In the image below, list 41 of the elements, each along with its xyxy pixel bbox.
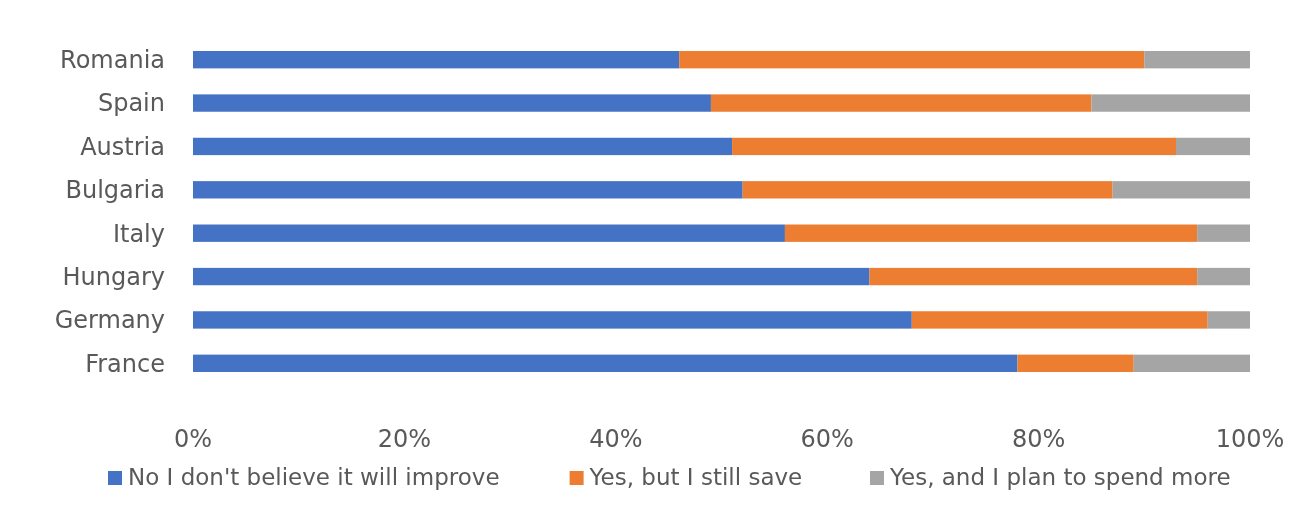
bar bbox=[193, 51, 680, 69]
x-tick-label: 100% bbox=[1215, 425, 1285, 453]
bar bbox=[1091, 94, 1250, 112]
legend-label: Yes, and I plan to spend more bbox=[889, 464, 1231, 490]
bar bbox=[1144, 51, 1250, 69]
bar bbox=[193, 354, 1018, 372]
y-tick-label: Hungary bbox=[62, 262, 165, 291]
bar bbox=[193, 224, 785, 242]
y-tick-label: France bbox=[85, 349, 165, 378]
x-tick-label: 80% bbox=[1011, 425, 1066, 453]
y-tick-label: Austria bbox=[80, 132, 165, 161]
bar bbox=[1197, 267, 1250, 286]
bar bbox=[869, 267, 1198, 286]
bar bbox=[193, 267, 870, 286]
legend-label: No I don't believe it will improve bbox=[128, 464, 500, 490]
y-tick-label: Italy bbox=[112, 219, 165, 248]
legend-label: Yes, but I still save bbox=[588, 464, 803, 490]
bar bbox=[732, 137, 1177, 156]
bar bbox=[710, 94, 1092, 112]
y-tick-label: Germany bbox=[54, 306, 165, 335]
y-tick-label: Spain bbox=[97, 89, 165, 118]
bar bbox=[1017, 354, 1134, 372]
bar bbox=[911, 311, 1208, 329]
bar bbox=[1197, 224, 1250, 242]
y-tick-label: Romania bbox=[60, 46, 165, 75]
bar bbox=[679, 51, 1145, 69]
bar bbox=[784, 224, 1198, 242]
bar bbox=[193, 137, 733, 156]
bar bbox=[193, 181, 743, 199]
bar bbox=[193, 94, 711, 112]
x-tick-label: 60% bbox=[800, 425, 854, 453]
x-tick-label: 0% bbox=[173, 425, 213, 453]
bar bbox=[1133, 354, 1250, 372]
bar bbox=[1176, 137, 1250, 156]
x-tick-label: 40% bbox=[589, 425, 643, 453]
bar bbox=[1112, 181, 1250, 199]
bar bbox=[193, 311, 912, 329]
x-tick-label: 20% bbox=[377, 425, 432, 453]
bar bbox=[1207, 311, 1250, 329]
y-tick-label: Bulgaria bbox=[65, 176, 165, 205]
bar bbox=[742, 181, 1113, 199]
